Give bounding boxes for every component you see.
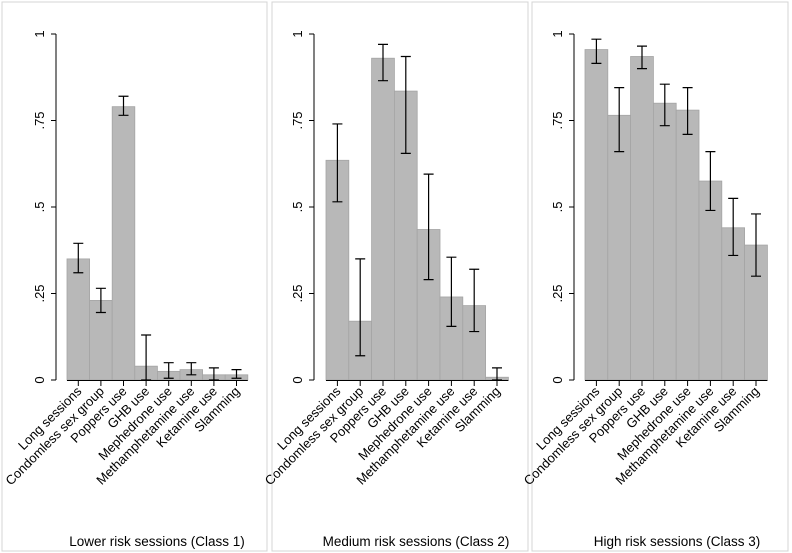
panel-1-bar-1 [66,258,91,381]
panel-3-y-tick-label-4: .75 [550,111,565,129]
panel-2-error-bar-6 [446,256,457,327]
panel-2-bar-3 [371,57,395,381]
panel-2-error-bar-4 [400,55,411,154]
panel-3-y-tick-label-2: .25 [550,284,565,302]
panel-2-y-tick-label-3: .5 [290,202,305,213]
panel-3-error-bar-4 [659,83,670,127]
panel-3-bar-1 [584,49,609,381]
panel-3-error-bar-5 [682,87,693,135]
panel-1-error-bar-8 [231,369,242,379]
panel-1-bar-3 [111,106,136,381]
panel-2-error-bar-7 [469,268,480,333]
panel-1-y-tick-label-5: 1 [32,30,47,37]
panel-2-y-tick-label-5: 1 [290,30,305,37]
panel-1-error-bar-6 [186,362,197,376]
panel-2-y-tick-label-4: .75 [290,111,305,129]
panel-2-error-bar-3 [378,43,388,82]
panel-1-y-tick-label-3: .5 [32,202,47,213]
panel-1-error-bar-3 [118,95,129,116]
panel-1-error-bar-5 [163,362,174,379]
panel-3-title: High risk sessions (Class 3) [594,534,761,549]
panel-2-y-tick-label-1: 0 [290,376,305,383]
panel-2-title: Medium risk sessions (Class 2) [323,534,510,549]
panel-3-bar-5 [675,109,700,381]
panel-1-title: Lower risk sessions (Class 1) [69,534,245,549]
panel-3-error-bar-2 [614,87,625,153]
panel-1-y-tick-label-4: .75 [32,111,47,129]
panel-3-error-bar-7 [728,197,739,257]
panel-3-y-tick-label-5: 1 [550,30,565,37]
panel-3-error-bar-8 [751,213,761,277]
panel-3-error-bar-3 [637,45,647,70]
panel-3-y-tick-label-3: .5 [550,202,565,213]
panel-1-y-tick-label-1: 0 [32,376,47,383]
panel-2-error-bar-5 [423,173,434,281]
panel-3-bar-4 [653,102,677,381]
panel-1-error-bar-1 [73,242,84,274]
panel-1-y-tick-label-2: .25 [32,284,47,302]
panel-1-error-bar-2 [95,287,106,314]
panel-3-error-bar-1 [591,38,602,65]
panel-2-y-tick-label-2: .25 [290,284,305,302]
panel-3-y-tick-label-1: 0 [550,376,565,383]
panel-3-error-bar-6 [705,151,716,212]
panel-2-error-bar-1 [332,123,343,203]
panel-2-error-bar-2 [355,258,366,357]
panel-3-bar-3 [630,56,654,381]
panel-3-bar-2 [607,114,631,381]
